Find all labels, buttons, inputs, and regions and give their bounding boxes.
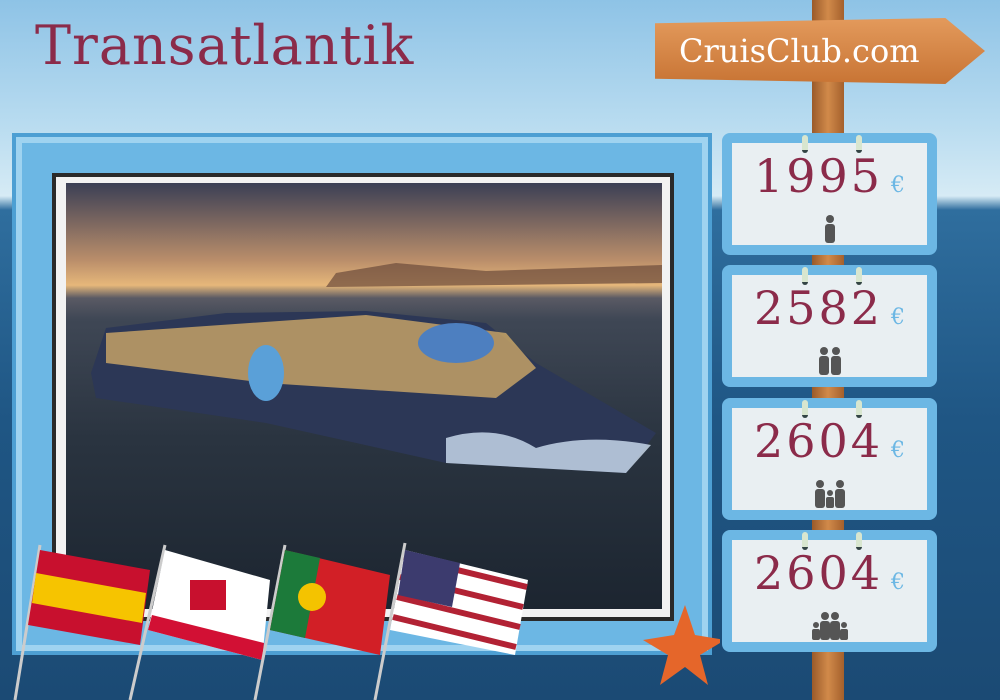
two-adults-two-children-icon xyxy=(732,612,927,640)
price-card-2-adults: 2582 € xyxy=(722,265,937,387)
portugal-flag xyxy=(253,544,390,700)
price-amount: 2604 xyxy=(753,546,884,600)
price-card-1-adult: 1995 € xyxy=(722,133,937,255)
gibraltar-flag xyxy=(128,544,270,700)
starfish-icon xyxy=(643,605,720,685)
price-card-2-adults-1-child: 2604 € xyxy=(722,398,937,520)
two-adults-icon xyxy=(732,347,927,375)
one-adult-icon xyxy=(732,215,927,243)
price-card-2-adults-2-children: 2604 € xyxy=(722,530,937,652)
two-adults-one-child-icon xyxy=(732,480,927,508)
page-title: Transatlantik xyxy=(35,14,415,77)
usa-flag xyxy=(373,542,528,700)
price-amount: 2582 xyxy=(753,281,884,335)
flags-decoration xyxy=(13,542,720,700)
photo-frame xyxy=(12,133,712,655)
spain-flag xyxy=(13,544,150,700)
currency-symbol: € xyxy=(891,173,906,198)
brand-logo: CruisClub.com xyxy=(679,32,920,70)
cruise-ship-photo xyxy=(66,183,662,609)
brand-sign: CruisClub.com xyxy=(655,18,985,84)
price-amount: 2604 xyxy=(753,414,884,468)
price-amount: 1995 xyxy=(753,149,884,203)
currency-symbol: € xyxy=(891,305,906,330)
currency-symbol: € xyxy=(891,570,906,595)
currency-symbol: € xyxy=(891,438,906,463)
